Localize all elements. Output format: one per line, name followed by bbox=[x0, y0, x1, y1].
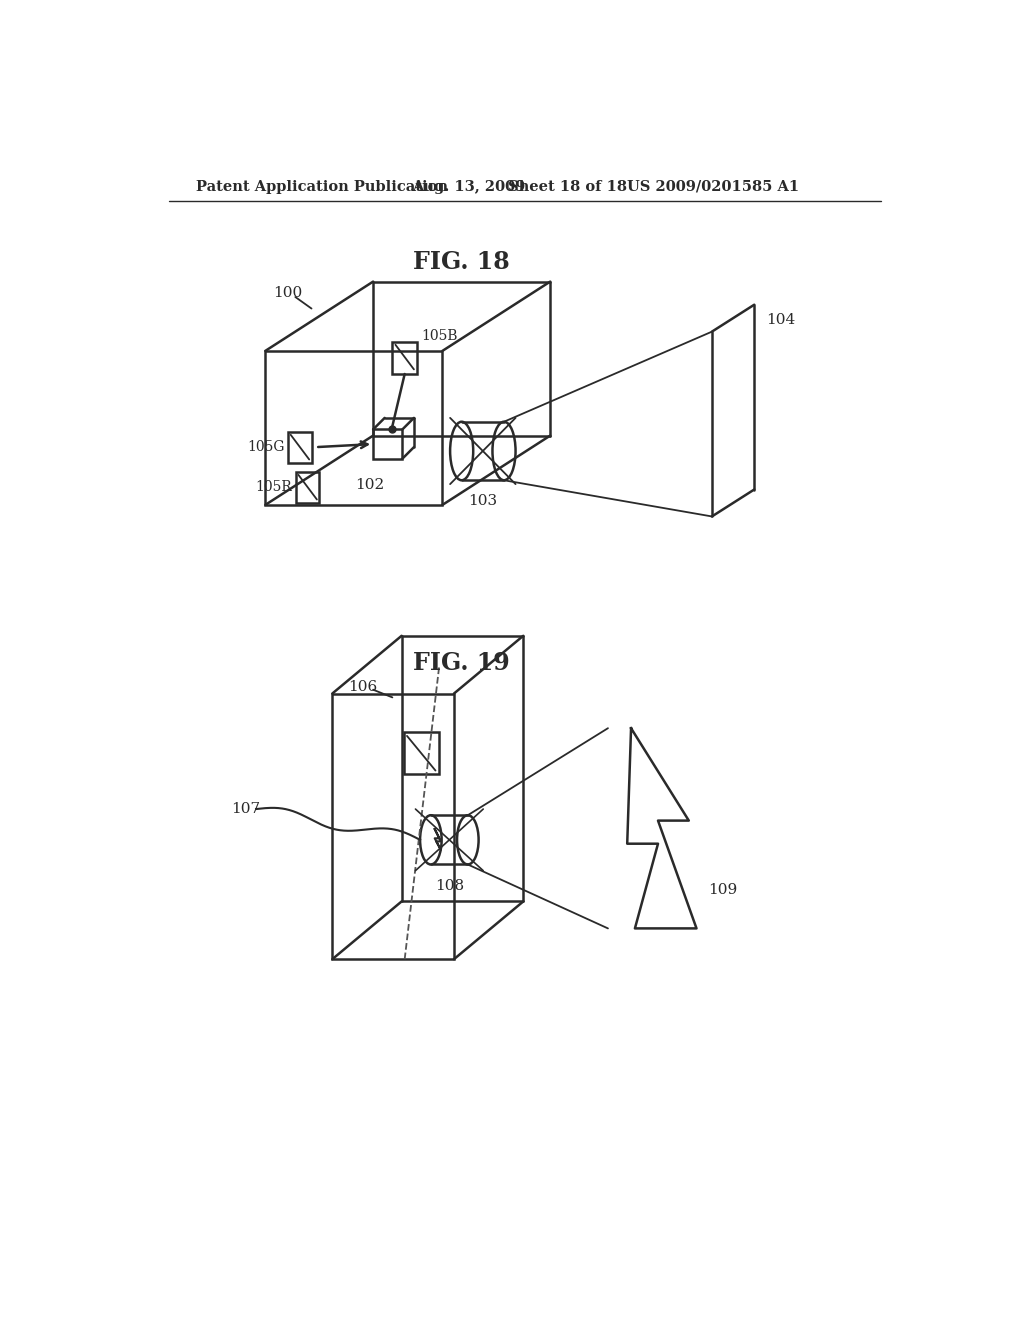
Text: Sheet 18 of 18: Sheet 18 of 18 bbox=[508, 180, 627, 194]
Text: 109: 109 bbox=[708, 883, 737, 896]
Bar bbox=[333, 693, 454, 960]
Text: FIG. 19: FIG. 19 bbox=[414, 651, 510, 675]
Bar bbox=[289, 432, 311, 462]
Text: 103: 103 bbox=[468, 494, 497, 508]
Text: 102: 102 bbox=[354, 478, 384, 492]
Text: 107: 107 bbox=[230, 803, 260, 816]
Bar bbox=[296, 471, 319, 503]
Text: FIG. 18: FIG. 18 bbox=[414, 251, 510, 275]
Text: US 2009/0201585 A1: US 2009/0201585 A1 bbox=[628, 180, 800, 194]
Text: 105G: 105G bbox=[247, 440, 285, 454]
Bar bbox=[403, 733, 438, 775]
Text: 105B: 105B bbox=[422, 329, 458, 342]
Text: Patent Application Publication: Patent Application Publication bbox=[196, 180, 449, 194]
Text: 108: 108 bbox=[435, 879, 464, 894]
Text: Aug. 13, 2009: Aug. 13, 2009 bbox=[412, 180, 525, 194]
Text: 106: 106 bbox=[348, 680, 378, 694]
Text: 105R: 105R bbox=[256, 480, 292, 494]
Bar bbox=[265, 351, 442, 506]
Text: 104: 104 bbox=[766, 313, 795, 327]
Bar bbox=[373, 429, 402, 459]
Text: 100: 100 bbox=[273, 286, 302, 300]
Bar bbox=[392, 342, 417, 374]
